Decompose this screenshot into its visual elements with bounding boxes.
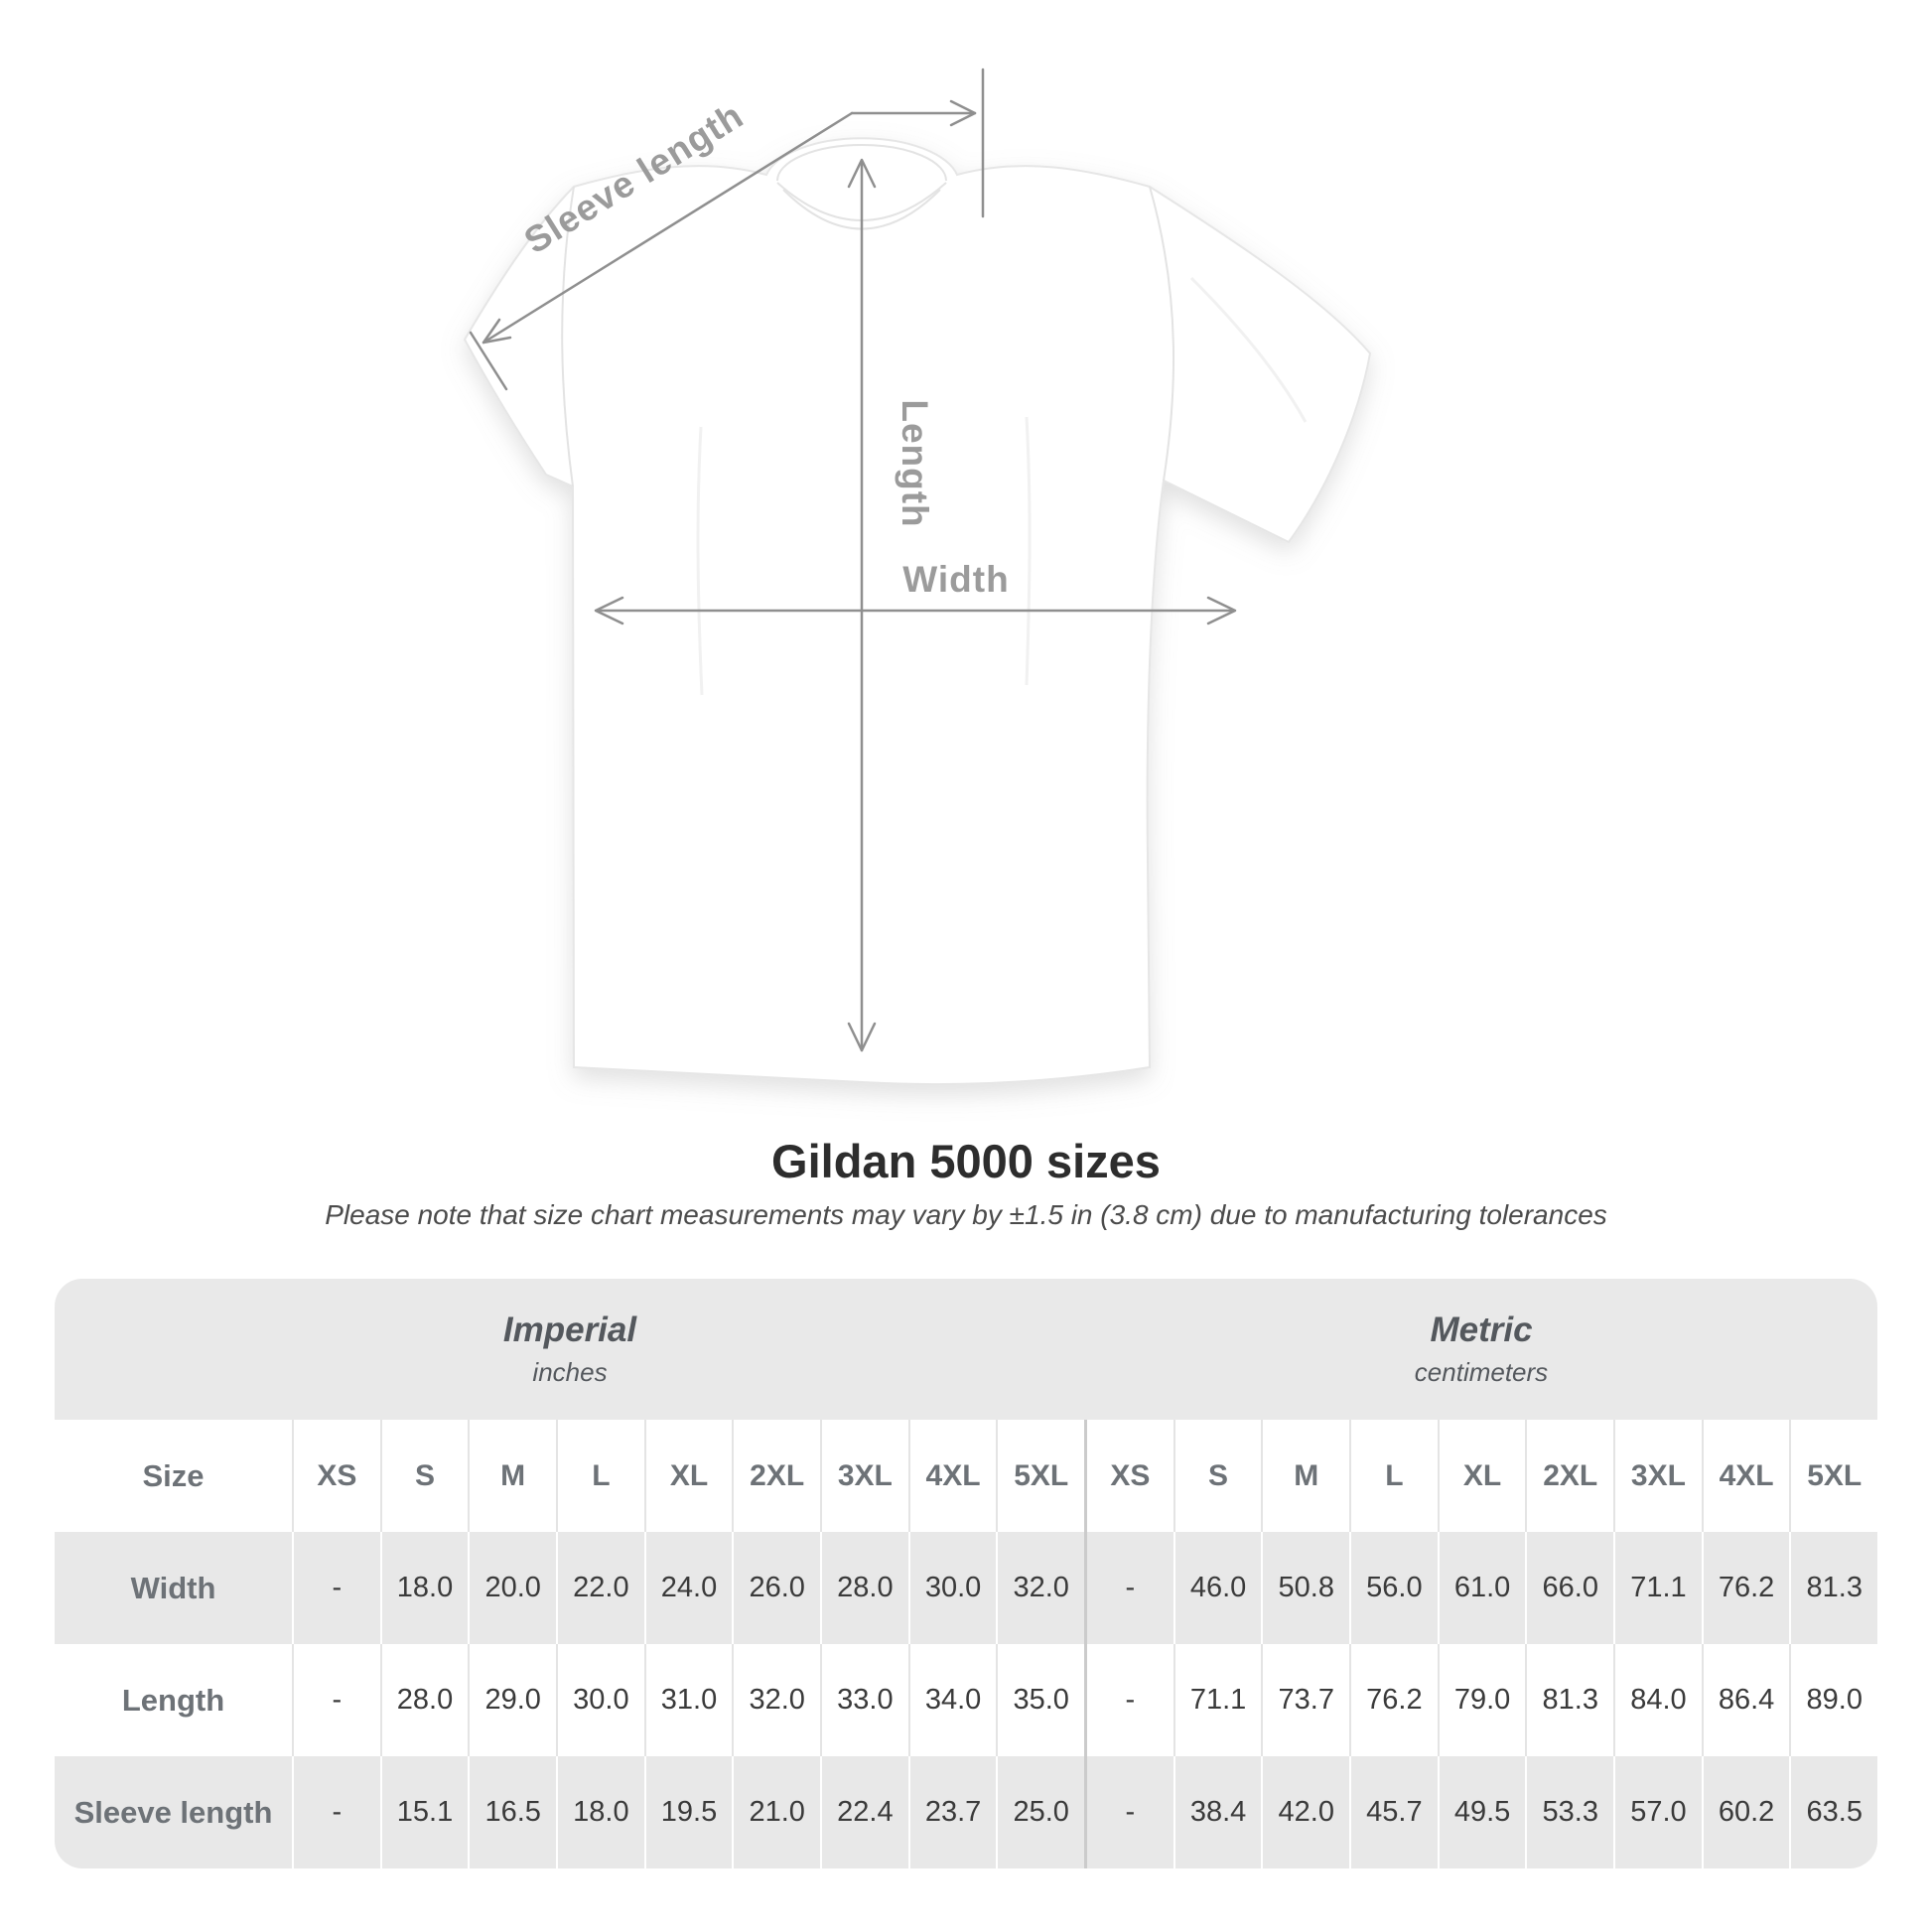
value-cell: 61.0 bbox=[1437, 1532, 1526, 1644]
value-cell: 25.0 bbox=[996, 1756, 1084, 1868]
value-cell: 20.0 bbox=[468, 1532, 556, 1644]
unit-header-imperial: Imperial inches bbox=[55, 1279, 1085, 1420]
imperial-unit: inches bbox=[532, 1357, 608, 1387]
length-label: Length bbox=[895, 399, 935, 527]
value-cell: 53.3 bbox=[1525, 1756, 1613, 1868]
value-cell: 30.0 bbox=[556, 1644, 644, 1756]
size-header-cell: XL bbox=[1437, 1420, 1526, 1532]
size-header-cell: S bbox=[379, 1420, 469, 1532]
row-label: Sleeve length bbox=[73, 1794, 273, 1830]
size-header-cell: 4XL bbox=[1701, 1420, 1790, 1532]
page-title: Gildan 5000 sizes bbox=[771, 1135, 1161, 1187]
value-cell: 60.2 bbox=[1701, 1756, 1790, 1868]
width-label: Width bbox=[902, 559, 1009, 600]
metric-unit: centimeters bbox=[1414, 1357, 1549, 1387]
size-header-cell: 4XL bbox=[907, 1420, 997, 1532]
size-header-cell: L bbox=[1349, 1420, 1438, 1532]
width-arrow bbox=[594, 596, 1237, 625]
row-label: Length bbox=[121, 1682, 225, 1718]
value-cell: 32.0 bbox=[732, 1644, 820, 1756]
tshirt-illustration: Sleeve length Length Width bbox=[463, 68, 1372, 1086]
value-cell: 26.0 bbox=[732, 1532, 820, 1644]
table-row-width: Width - 18.0 20.0 22.0 24.0 26.0 28.0 30… bbox=[55, 1532, 1877, 1644]
value-cell: 42.0 bbox=[1261, 1756, 1349, 1868]
unit-header-band: Imperial inches Metric centimeters bbox=[55, 1279, 1877, 1420]
value-cell: 76.2 bbox=[1349, 1644, 1438, 1756]
value-cell: 46.0 bbox=[1173, 1532, 1262, 1644]
value-cell: 49.5 bbox=[1437, 1756, 1526, 1868]
tolerance-note: Please note that size chart measurements… bbox=[325, 1199, 1607, 1230]
size-header-row: Size XS S M L XL 2XL 3XL 4XL 5XL XS S M … bbox=[55, 1420, 1877, 1532]
value-cell: 34.0 bbox=[907, 1644, 997, 1756]
sleeve-length-arrow bbox=[469, 99, 977, 391]
size-header-cell: XS bbox=[292, 1420, 380, 1532]
size-header-cell: 2XL bbox=[1525, 1420, 1613, 1532]
value-cell: 71.1 bbox=[1613, 1532, 1702, 1644]
value-cell: 71.1 bbox=[1173, 1644, 1262, 1756]
size-header-cell: XS bbox=[1084, 1420, 1173, 1532]
size-header-cell: 5XL bbox=[1789, 1420, 1877, 1532]
value-cell: 81.3 bbox=[1789, 1532, 1877, 1644]
value-cell: - bbox=[1084, 1532, 1173, 1644]
value-cell: 56.0 bbox=[1349, 1532, 1438, 1644]
size-header-cell: M bbox=[1261, 1420, 1349, 1532]
value-cell: 79.0 bbox=[1437, 1644, 1526, 1756]
value-cell: 21.0 bbox=[732, 1756, 820, 1868]
value-cell: 30.0 bbox=[907, 1532, 997, 1644]
size-header-cell: M bbox=[468, 1420, 556, 1532]
value-cell: 76.2 bbox=[1701, 1532, 1790, 1644]
metric-label: Metric bbox=[1430, 1311, 1533, 1349]
value-cell: 35.0 bbox=[996, 1644, 1084, 1756]
value-cell: 22.4 bbox=[820, 1756, 908, 1868]
size-header-cell: 3XL bbox=[1613, 1420, 1702, 1532]
length-arrow bbox=[847, 158, 877, 1052]
tshirt-seams-folds bbox=[561, 186, 1308, 696]
value-cell: 66.0 bbox=[1525, 1532, 1613, 1644]
value-cell: 73.7 bbox=[1261, 1644, 1349, 1756]
value-cell: 84.0 bbox=[1613, 1644, 1702, 1756]
value-cell: 81.3 bbox=[1525, 1644, 1613, 1756]
size-header-cell: 5XL bbox=[996, 1420, 1084, 1532]
value-cell: 57.0 bbox=[1613, 1756, 1702, 1868]
value-cell: 33.0 bbox=[820, 1644, 908, 1756]
value-cell: - bbox=[292, 1644, 380, 1756]
table-row-length: Length - 28.0 29.0 30.0 31.0 32.0 33.0 3… bbox=[55, 1644, 1877, 1756]
value-cell: - bbox=[1084, 1644, 1173, 1756]
value-cell: 50.8 bbox=[1261, 1532, 1349, 1644]
table-row-sleeve-length: Sleeve length - 15.1 16.5 18.0 19.5 21.0… bbox=[55, 1756, 1877, 1868]
value-cell: - bbox=[292, 1756, 380, 1868]
size-header-cell: L bbox=[556, 1420, 644, 1532]
value-cell: 22.0 bbox=[556, 1532, 644, 1644]
value-cell: 32.0 bbox=[996, 1532, 1084, 1644]
value-cell: 45.7 bbox=[1349, 1756, 1438, 1868]
value-cell: 63.5 bbox=[1789, 1756, 1877, 1868]
imperial-label: Imperial bbox=[502, 1311, 637, 1349]
value-cell: 38.4 bbox=[1173, 1756, 1262, 1868]
value-cell: 18.0 bbox=[379, 1532, 469, 1644]
value-cell: - bbox=[292, 1532, 380, 1644]
value-cell: 86.4 bbox=[1701, 1644, 1790, 1756]
value-cell: 19.5 bbox=[643, 1756, 733, 1868]
row-label: Width bbox=[130, 1570, 216, 1605]
size-table: Imperial inches Metric centimeters Size … bbox=[55, 1279, 1877, 1868]
size-header-cell: 2XL bbox=[732, 1420, 820, 1532]
unit-header-metric: Metric centimeters bbox=[1085, 1279, 1877, 1420]
value-cell: 18.0 bbox=[556, 1756, 644, 1868]
size-column-header: Size bbox=[142, 1457, 205, 1493]
value-cell: 15.1 bbox=[379, 1756, 469, 1868]
value-cell: 16.5 bbox=[468, 1756, 556, 1868]
value-cell: 31.0 bbox=[643, 1644, 733, 1756]
value-cell: 28.0 bbox=[820, 1532, 908, 1644]
value-cell: 29.0 bbox=[468, 1644, 556, 1756]
value-cell: - bbox=[1084, 1756, 1173, 1868]
value-cell: 89.0 bbox=[1789, 1644, 1877, 1756]
size-header-cell: S bbox=[1173, 1420, 1262, 1532]
value-cell: 28.0 bbox=[379, 1644, 469, 1756]
value-cell: 23.7 bbox=[907, 1756, 997, 1868]
value-cell: 24.0 bbox=[643, 1532, 733, 1644]
size-header-cell: XL bbox=[643, 1420, 733, 1532]
size-header-cell: 3XL bbox=[820, 1420, 908, 1532]
